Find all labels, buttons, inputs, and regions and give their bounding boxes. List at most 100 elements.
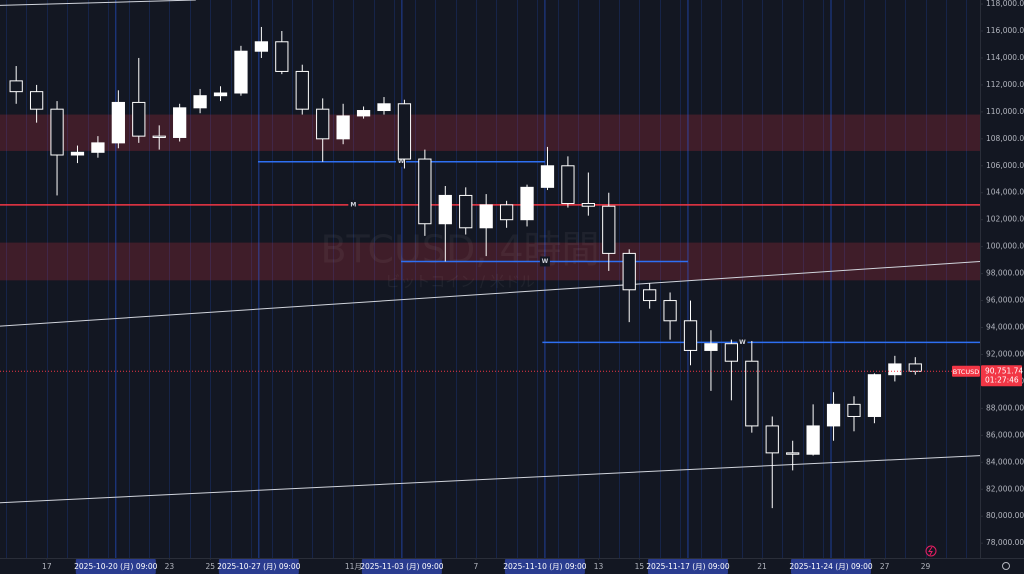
candle-body [540, 165, 555, 188]
alert-icon-ring[interactable] [925, 545, 937, 557]
candle-body [704, 343, 718, 351]
x-tick-label: 25 [206, 562, 216, 571]
x-tick-label: 17 [42, 562, 52, 571]
x-tick-highlight [647, 559, 728, 574]
symbol-tag: BTCUSD [953, 368, 979, 376]
y-tick-label: 104,000.00 [986, 188, 1024, 197]
level-marker: W [542, 258, 549, 265]
x-tick-label: 27 [880, 562, 890, 571]
settings-icon-ring[interactable] [1002, 562, 1010, 570]
watermark-subtitle: ビットコイン / 米ドル [385, 273, 535, 291]
x-tick-highlight [504, 559, 585, 574]
x-tick-highlight [361, 559, 442, 574]
y-tick-label: 94,000.00 [986, 323, 1024, 332]
candle-body [397, 103, 412, 160]
y-tick-label: 114,000.00 [986, 53, 1024, 62]
y-tick-label: 100,000.00 [986, 242, 1024, 251]
candle-body [377, 103, 391, 112]
trend-line [0, 0, 196, 6]
y-tick-label: 98,000.00 [986, 269, 1024, 278]
x-tick-label: 23 [165, 562, 175, 571]
watermark-title: BTCUSD, 4時間 [320, 228, 599, 272]
candle-body [479, 204, 493, 229]
candle-body [193, 95, 207, 109]
candle-body [622, 252, 636, 291]
settings-icon[interactable] [1002, 562, 1010, 570]
x-tick-label: 21 [757, 562, 767, 571]
alert-icon-bolt[interactable] [928, 546, 933, 556]
y-tick-label: 112,000.00 [986, 80, 1024, 89]
candle-body [806, 425, 820, 455]
trend-line [0, 455, 981, 504]
y-tick-label: 96,000.00 [986, 296, 1024, 305]
candle-body [745, 360, 759, 427]
y-tick-label: 108,000.00 [986, 134, 1024, 143]
candle-body [9, 80, 23, 93]
candle-body [724, 343, 739, 362]
candle-body [316, 108, 330, 140]
candle-body [254, 41, 269, 52]
candle-body [152, 135, 166, 138]
candle-body [520, 186, 534, 221]
price-tag: 90,751.74 [985, 366, 1023, 375]
candle-body [275, 41, 289, 72]
level-marker: W [398, 158, 405, 165]
x-tick-label: 2025-11-10 (月) 09:00 [503, 562, 587, 571]
x-tick-label: 2025-11-17 (月) 09:00 [646, 562, 730, 571]
candle-body [847, 403, 861, 417]
candle-body [643, 289, 657, 302]
candle-body [561, 165, 575, 205]
foreground-layer: W M W W [0, 0, 981, 509]
x-tick-label: 13 [594, 562, 604, 571]
candle-body [418, 158, 432, 225]
candle-body [826, 403, 841, 427]
level-marker: M [350, 201, 356, 208]
candle-body [91, 142, 105, 153]
y-tick-label: 92,000.00 [986, 349, 1024, 358]
countdown: 01:27:46 [985, 375, 1019, 384]
x-tick-highlight [790, 559, 871, 574]
y-tick-label: 110,000.00 [986, 107, 1024, 116]
y-tick-label: 118,000.00 [986, 0, 1024, 8]
symbol-tag-bg [952, 365, 980, 377]
candle-body [356, 110, 371, 117]
y-tick-label: 116,000.00 [986, 26, 1024, 35]
candle-body [786, 452, 800, 455]
level-marker-bg [539, 256, 550, 267]
candle-body [908, 363, 922, 372]
y-tick-label: 102,000.00 [986, 215, 1024, 224]
candle-body [499, 204, 514, 221]
x-tick-label: 2025-11-03 (月) 09:00 [360, 562, 444, 571]
candle-body [602, 205, 616, 254]
x-tick-highlight [218, 559, 299, 574]
candle-body [683, 320, 698, 351]
alert-icon[interactable] [925, 545, 937, 557]
candle-body [888, 363, 902, 376]
y-tick-label: 80,000.00 [986, 511, 1024, 520]
candle-body [213, 92, 228, 97]
level-marker-bg [396, 156, 407, 167]
candle-body [765, 425, 779, 454]
y-tick-label: 88,000.00 [986, 403, 1024, 412]
level-marker-bg [348, 199, 359, 210]
candle-body [295, 70, 309, 110]
candle-body [867, 374, 882, 417]
trend-line [0, 260, 981, 327]
candle-body [132, 101, 146, 137]
candle-body [234, 50, 248, 94]
candle-body [663, 300, 677, 322]
candle-body [111, 101, 125, 144]
candle-body [70, 151, 85, 156]
x-tick-label: 29 [921, 562, 931, 571]
x-tick-label: 2025-10-27 (月) 09:00 [217, 562, 301, 571]
x-tick-label: 2025-10-20 (月) 09:00 [74, 562, 158, 571]
y-tick-label: 106,000.00 [986, 161, 1024, 170]
candle-body [173, 107, 187, 138]
x-tick-highlight [75, 559, 156, 574]
candle-body [336, 115, 350, 140]
x-tick-label: 2025-11-24 (月) 09:00 [789, 562, 873, 571]
zone [0, 114, 980, 151]
level-marker: W [739, 339, 746, 346]
candle-body [50, 108, 64, 156]
